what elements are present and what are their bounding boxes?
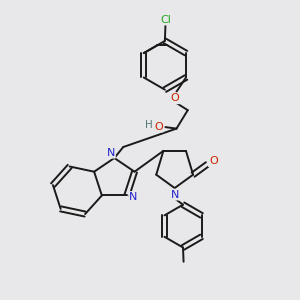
Text: N: N [129,192,137,202]
Text: O: O [209,156,218,166]
Text: N: N [171,190,179,200]
Text: H: H [145,120,153,130]
Text: O: O [171,93,179,103]
Text: Cl: Cl [160,14,171,25]
Text: O: O [154,122,163,131]
Text: N: N [106,148,115,158]
